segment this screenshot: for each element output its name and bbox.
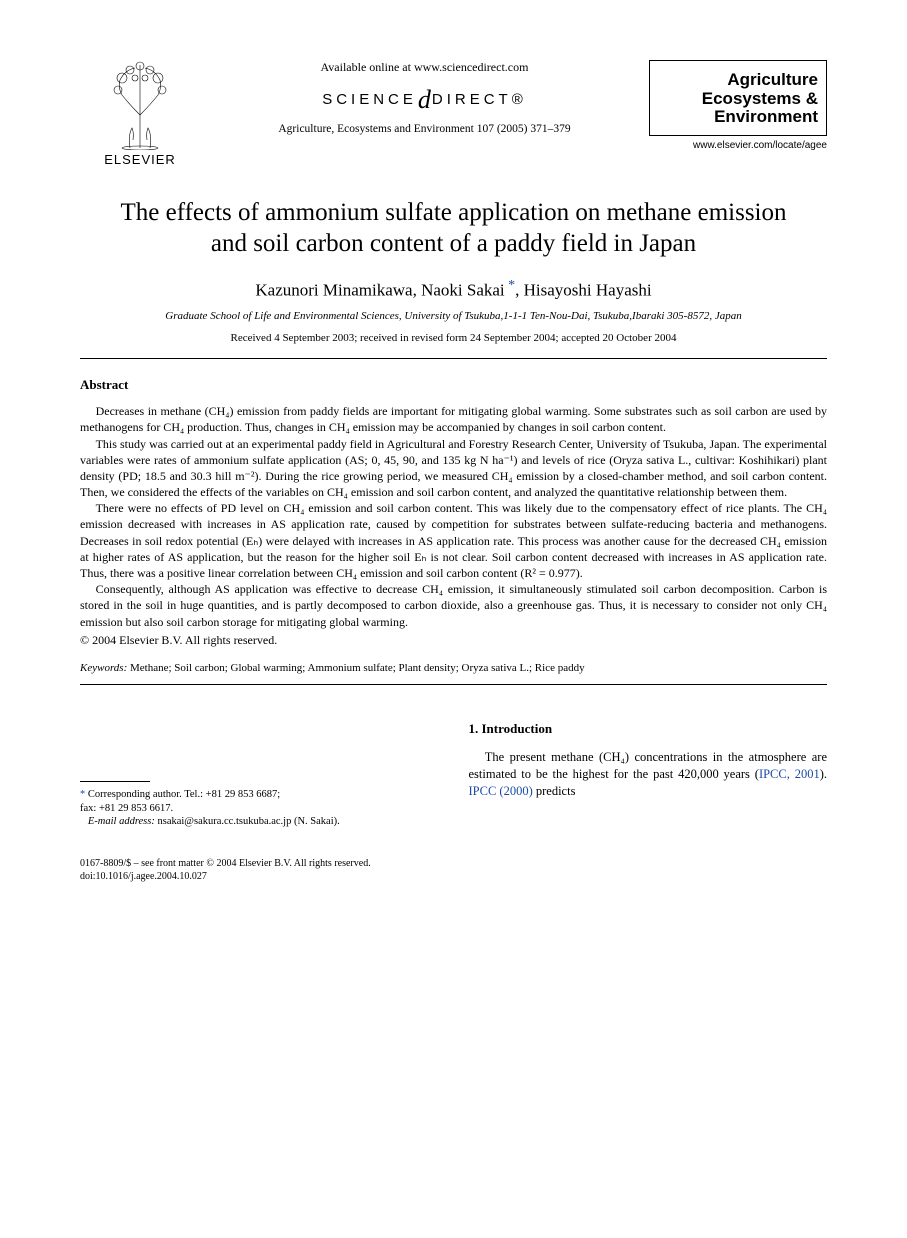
footnote-email: nsakai@sakura.cc.tsukuba.ac.jp (N. Sakai… (157, 816, 339, 827)
elsevier-tree-icon (100, 60, 180, 150)
journal-name-line1: Agriculture (658, 71, 818, 90)
journal-title-box: Agriculture Ecosystems & Environment (649, 60, 827, 136)
sd-at-icon: d (418, 85, 431, 114)
sciencedirect-logo: SCIENCEdDIRECT® (210, 81, 639, 111)
authors-part1: Kazunori Minamikawa, Naoki Sakai (255, 280, 504, 299)
authors-part2: , Hisayoshi Hayashi (515, 280, 651, 299)
footnote-rule (80, 781, 150, 782)
article-title: The effects of ammonium sulfate applicat… (110, 197, 797, 260)
center-header: Available online at www.sciencedirect.co… (200, 60, 649, 135)
footer-line1: 0167-8809/$ – see front matter © 2004 El… (80, 857, 827, 870)
left-column: * Corresponding author. Tel.: +81 29 853… (80, 721, 439, 829)
article-dates: Received 4 September 2003; received in r… (80, 332, 827, 344)
journal-box-wrap: Agriculture Ecosystems & Environment www… (649, 60, 827, 151)
keywords-values: Methane; Soil carbon; Global warming; Am… (130, 662, 585, 674)
journal-url: www.elsevier.com/locate/agee (649, 140, 827, 151)
abstract-copyright: © 2004 Elsevier B.V. All rights reserved… (80, 632, 827, 648)
abstract-p4: Consequently, although AS application wa… (80, 581, 827, 630)
citation-ipcc-2000[interactable]: IPCC (2000) (469, 784, 533, 798)
authors-line: Kazunori Minamikawa, Naoki Sakai *, Hisa… (80, 278, 827, 301)
keywords-label: Keywords: (80, 662, 127, 674)
right-column: 1. Introduction The present methane (CH₄… (469, 721, 828, 829)
intro-text-3: predicts (533, 784, 576, 798)
abstract-p3: There were no effects of PD level on CH₄… (80, 500, 827, 581)
sd-right: DIRECT® (432, 91, 527, 108)
abstract-p2: This study was carried out at an experim… (80, 436, 827, 501)
corresponding-footnote: * Corresponding author. Tel.: +81 29 853… (80, 788, 439, 829)
page: ELSEVIER Available online at www.science… (0, 0, 907, 933)
rule-bottom (80, 684, 827, 685)
journal-name-line3: Environment (658, 108, 818, 127)
footnote-star-icon: * (80, 789, 88, 800)
sd-left: SCIENCE (322, 91, 417, 108)
header-row: ELSEVIER Available online at www.science… (80, 60, 827, 167)
rule-top (80, 358, 827, 359)
intro-text-2: ). (820, 767, 827, 781)
footnote-corr: Corresponding author. Tel.: +81 29 853 6… (88, 789, 280, 800)
two-column-lower: * Corresponding author. Tel.: +81 29 853… (80, 721, 827, 829)
affiliation: Graduate School of Life and Environmenta… (80, 310, 827, 322)
footnote-fax: fax: +81 29 853 6617. (80, 803, 173, 814)
abstract-p1: Decreases in methane (CH₄) emission from… (80, 403, 827, 435)
section-1-heading: 1. Introduction (469, 721, 828, 737)
footer-line2: doi:10.1016/j.agee.2004.10.027 (80, 870, 827, 883)
intro-paragraph: The present methane (CH₄) concentrations… (469, 749, 828, 800)
corresponding-star-icon: * (505, 278, 516, 293)
journal-reference: Agriculture, Ecosystems and Environment … (210, 123, 639, 135)
journal-name-line2: Ecosystems & (658, 90, 818, 109)
footnote-email-label: E-mail address: (88, 816, 155, 827)
abstract-body: Decreases in methane (CH₄) emission from… (80, 403, 827, 648)
publisher-logo-block: ELSEVIER (80, 60, 200, 167)
elsevier-label: ELSEVIER (80, 152, 200, 167)
citation-ipcc-2001[interactable]: IPCC, 2001 (759, 767, 820, 781)
keywords-line: Keywords: Methane; Soil carbon; Global w… (80, 662, 827, 674)
abstract-heading: Abstract (80, 377, 827, 393)
footer-block: 0167-8809/$ – see front matter © 2004 El… (80, 857, 827, 883)
available-online-text: Available online at www.sciencedirect.co… (210, 60, 639, 75)
